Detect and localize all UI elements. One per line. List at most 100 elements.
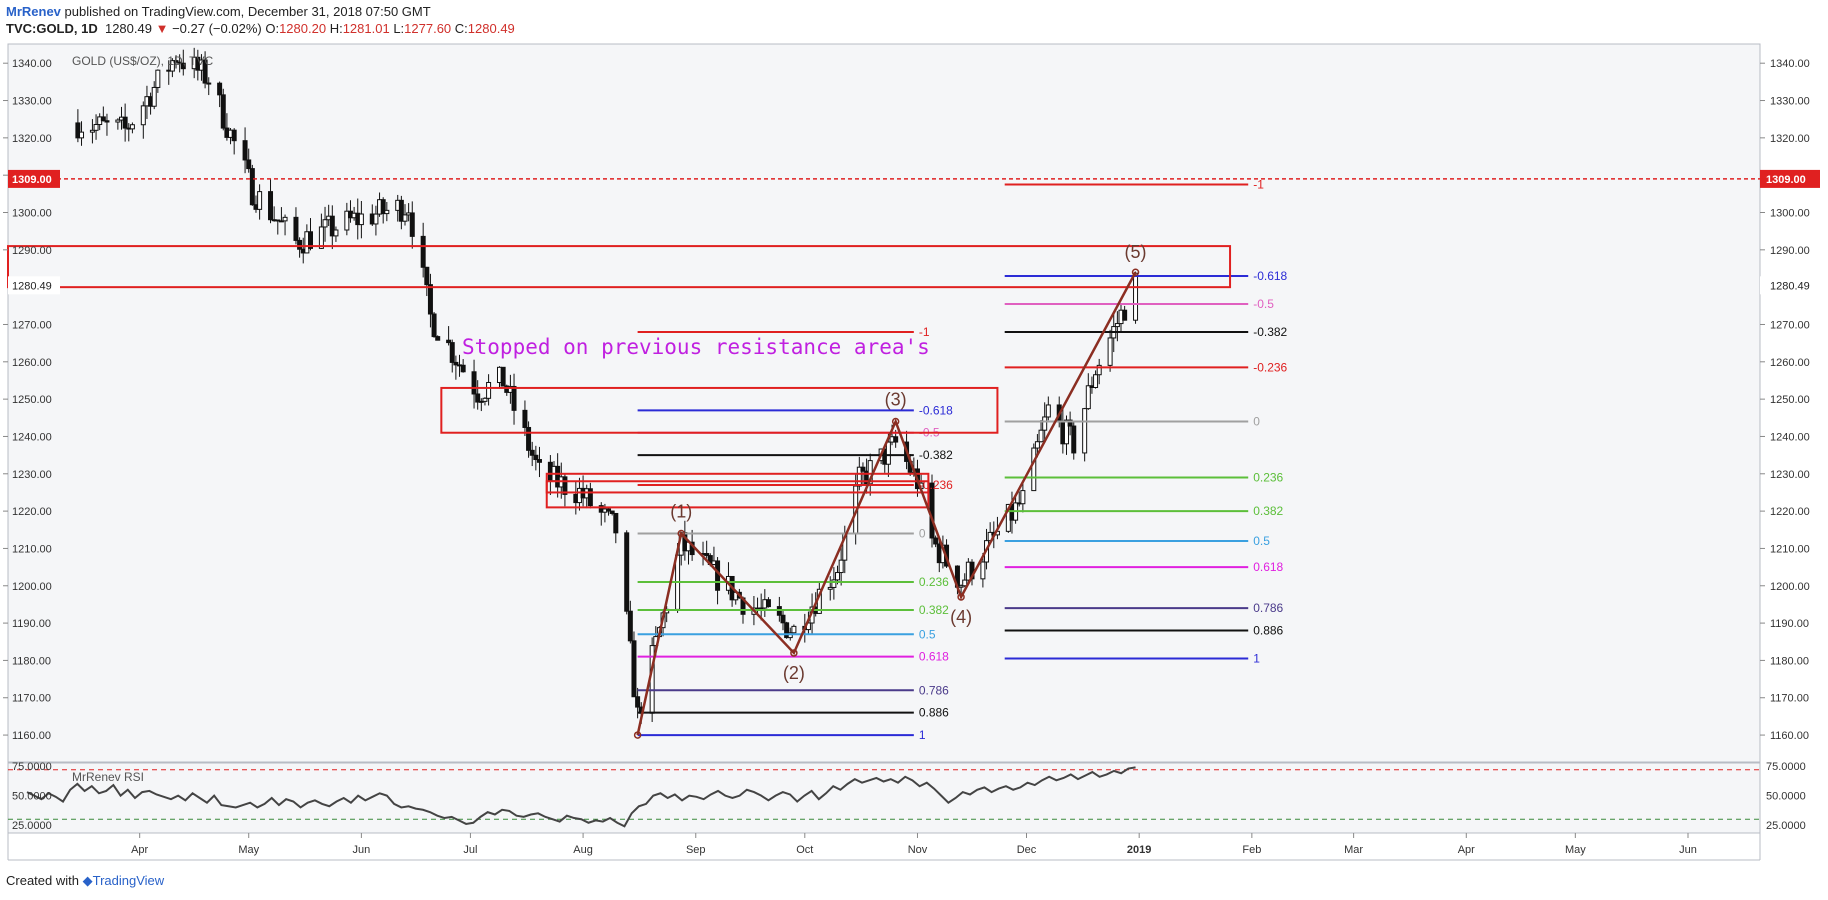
wave-label: (3) bbox=[885, 390, 907, 410]
wave-label: (4) bbox=[950, 607, 972, 627]
candle-body bbox=[624, 532, 630, 612]
candle-body bbox=[838, 559, 844, 574]
wave-label: (2) bbox=[783, 663, 805, 683]
fib-level-label: 1 bbox=[1253, 652, 1260, 666]
fib-level-label: -0.236 bbox=[919, 478, 953, 492]
resistance-zone bbox=[440, 386, 999, 434]
fib-level-label: 0.382 bbox=[919, 603, 949, 617]
y-tick-label-left: 1270.00 bbox=[12, 319, 52, 331]
candle-body bbox=[268, 191, 274, 221]
candle-body bbox=[704, 553, 710, 557]
rsi-tick-label-right: 25.0000 bbox=[1766, 820, 1806, 832]
y-tick-label-left: 1320.00 bbox=[12, 133, 52, 145]
x-tick-label: May bbox=[238, 844, 259, 856]
fib-level-label: -0.618 bbox=[1253, 269, 1287, 283]
candle-body bbox=[460, 364, 466, 373]
rsi-pane bbox=[7, 762, 1761, 834]
ohlc-open: 1280.20 bbox=[279, 21, 327, 36]
candle-body bbox=[933, 537, 939, 545]
wave-label: (1) bbox=[670, 502, 692, 522]
fib-level-label: -0.382 bbox=[919, 448, 953, 462]
last-price-label-right: 1280.49 bbox=[1770, 280, 1810, 292]
candle-body bbox=[1071, 425, 1077, 454]
resistance-zone bbox=[7, 245, 1232, 289]
y-tick-label-left: 1190.00 bbox=[12, 618, 51, 630]
publish-date: published on TradingView.com, December 3… bbox=[64, 4, 431, 19]
candle-body bbox=[409, 212, 415, 237]
candle-body bbox=[89, 129, 95, 133]
y-tick-label-left: 1160.00 bbox=[12, 730, 51, 742]
candle-body bbox=[627, 610, 633, 642]
y-tick-label-left: 1300.00 bbox=[12, 208, 52, 220]
ohlc-c-label: C: bbox=[454, 21, 468, 36]
y-tick-label-right: 1210.00 bbox=[1770, 543, 1810, 555]
resistance-price-box-left bbox=[8, 169, 60, 188]
y-tick-label-right: 1160.00 bbox=[1770, 730, 1809, 742]
candle-body bbox=[318, 226, 324, 249]
candle-body bbox=[435, 336, 441, 341]
candle-body bbox=[860, 466, 866, 472]
candle-body bbox=[115, 119, 121, 123]
y-tick-label-right: 1340.00 bbox=[1770, 58, 1810, 70]
candle-body bbox=[635, 696, 641, 708]
last-price-box-right bbox=[1760, 276, 1820, 295]
rsi-tick-label-left: 75.0000 bbox=[12, 761, 52, 773]
y-tick-label-right: 1170.00 bbox=[1770, 693, 1809, 705]
fib-level-label: 0.236 bbox=[919, 575, 949, 589]
y-tick-label-right: 1300.00 bbox=[1770, 208, 1810, 220]
rsi-tick-label-left: 25.0000 bbox=[12, 820, 52, 832]
candle-body bbox=[780, 614, 786, 624]
candle-body bbox=[122, 116, 128, 129]
candle-body bbox=[322, 219, 328, 228]
wave-point bbox=[790, 649, 798, 657]
candle-body bbox=[1038, 429, 1044, 443]
rsi-tick-label-right: 50.0000 bbox=[1766, 791, 1806, 803]
y-tick-label-right: 1190.00 bbox=[1770, 618, 1809, 630]
ohlc-close: 1280.49 bbox=[467, 21, 515, 36]
candle-body bbox=[1042, 416, 1048, 431]
candle-body bbox=[765, 599, 771, 608]
chart-title: GOLD (US$/OZ), 1D, TVC bbox=[72, 54, 213, 68]
candle-body bbox=[155, 69, 161, 88]
ohlc-h-label: H: bbox=[329, 21, 343, 36]
candle-body bbox=[151, 86, 157, 107]
y-tick-label-right: 1320.00 bbox=[1770, 133, 1810, 145]
y-tick-label-right: 1330.00 bbox=[1770, 96, 1810, 108]
fib-level-label: -0.382 bbox=[1253, 325, 1287, 339]
candle-body bbox=[242, 140, 248, 161]
author-link[interactable]: MrRenev bbox=[6, 4, 61, 19]
x-tick-label: Dec bbox=[1017, 844, 1037, 856]
candle-body bbox=[449, 342, 455, 363]
tradingview-brand[interactable]: TradingView bbox=[92, 873, 165, 888]
fib-level-label: -1 bbox=[1253, 178, 1264, 192]
last-price: 1280.49 bbox=[104, 21, 152, 36]
symbol-name: TVC:GOLD, 1D bbox=[6, 21, 98, 36]
ohlc-low: 1277.60 bbox=[404, 21, 452, 36]
candle-body bbox=[1063, 419, 1069, 445]
candle-body bbox=[1096, 364, 1102, 376]
candle-body bbox=[529, 449, 535, 456]
x-tick-label: May bbox=[1565, 844, 1586, 856]
y-tick-label-left: 1250.00 bbox=[12, 394, 52, 406]
fib-level-label: 0.5 bbox=[1253, 534, 1270, 548]
x-tick-label: Jun bbox=[1679, 844, 1697, 856]
candle-body bbox=[373, 213, 379, 225]
candle-body bbox=[1093, 374, 1099, 389]
resistance-price-label-left: 1309.00 bbox=[12, 174, 52, 186]
y-tick-label-right: 1180.00 bbox=[1770, 655, 1809, 667]
candle-body bbox=[1114, 323, 1120, 328]
tradingview-logo-icon: ◆ bbox=[82, 873, 93, 888]
candle-body bbox=[609, 510, 615, 514]
candle-body bbox=[831, 579, 837, 588]
x-tick-label: Sep bbox=[686, 844, 706, 856]
last-price-box-left bbox=[8, 276, 60, 295]
candle-body bbox=[79, 131, 85, 139]
y-tick-label-left: 1330.00 bbox=[12, 96, 52, 108]
candle-body bbox=[129, 124, 135, 130]
fib-level-label: -0.5 bbox=[1253, 297, 1274, 311]
fib-level-label: 0.786 bbox=[1253, 601, 1283, 615]
wave-point bbox=[677, 529, 685, 538]
candle-body bbox=[344, 210, 350, 231]
candle-body bbox=[791, 625, 797, 634]
